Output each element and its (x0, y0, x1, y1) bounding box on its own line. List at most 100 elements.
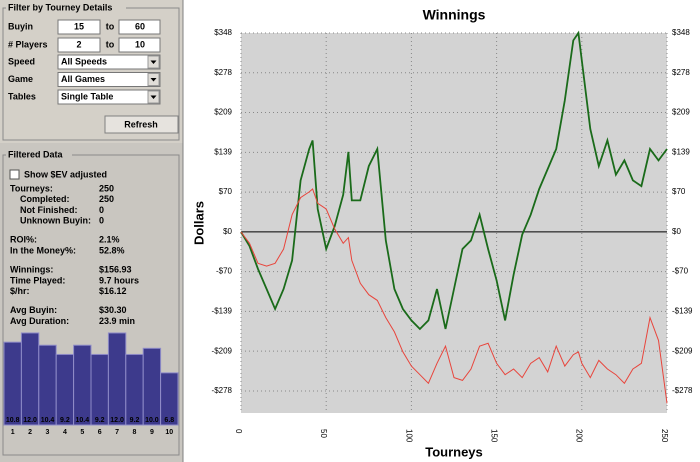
dropdown-arrow[interactable] (150, 95, 157, 100)
chart-title: Winnings (423, 7, 486, 23)
dropdown[interactable] (57, 72, 161, 87)
y-tick-label: $70 (219, 187, 233, 196)
dropdown-arrow[interactable] (150, 60, 157, 65)
bar (90, 353, 109, 426)
bar (38, 344, 57, 426)
bar-category: 4 (63, 429, 67, 436)
y2-tick-label: -$209 (672, 346, 693, 355)
dropdown-value[interactable]: All Games (61, 74, 105, 84)
y-tick-label: $209 (214, 108, 232, 117)
stat-label: Avg Buyin: (10, 305, 57, 315)
bar-value-label: 12.0 (23, 417, 37, 424)
dropdown[interactable] (57, 89, 161, 105)
y-tick-label: $348 (214, 28, 232, 37)
refresh-button[interactable] (104, 115, 179, 134)
input-box[interactable] (118, 19, 161, 35)
bar-category: 8 (133, 429, 137, 436)
y-tick-label: -$278 (212, 386, 233, 395)
checkbox[interactable] (9, 169, 20, 180)
stat-label: $/hr: (10, 286, 30, 296)
x-tick-label: 150 (489, 429, 498, 443)
stat-value: 250 (99, 194, 114, 204)
bar (20, 332, 40, 426)
x-tick-label: 200 (575, 429, 584, 443)
bar-value-label: 9.2 (60, 417, 70, 424)
stat-label: ROI%: (10, 235, 37, 245)
stat-value: $156.93 (99, 265, 132, 275)
series-line (240, 188, 668, 404)
y2-tick-label: $139 (672, 147, 690, 156)
dropdown-value[interactable]: All Speeds (61, 56, 107, 66)
y-tick-label: -$139 (212, 307, 233, 316)
bar-value-label: 10.0 (145, 417, 159, 424)
dropdown-value[interactable]: Single Table (61, 91, 113, 101)
input-value[interactable]: 60 (135, 21, 145, 31)
y-tick-label: $0 (223, 227, 232, 236)
stat-value: 23.9 min (99, 316, 135, 326)
field-label: Game (8, 74, 33, 84)
y2-tick-label: $278 (672, 68, 690, 77)
stat-label: Tourneys: (10, 183, 53, 193)
series-line (240, 30, 668, 331)
y2-tick-label: $209 (672, 108, 690, 117)
bar (125, 353, 144, 426)
bar (3, 341, 22, 426)
stat-label: Winnings: (10, 265, 53, 275)
bar-category: 6 (98, 429, 102, 436)
y2-tick-label: $348 (672, 28, 690, 37)
bar (55, 353, 75, 426)
group-title-bg (6, 150, 72, 160)
y2-tick-label: -$139 (672, 307, 693, 316)
field-label: Speed (8, 56, 35, 66)
group-title-bg (6, 3, 126, 13)
y2-tick-label: -$70 (672, 267, 689, 276)
bar-category: 1 (11, 429, 15, 436)
checkbox-label[interactable]: Show $EV adjusted (24, 169, 107, 179)
bar (142, 347, 162, 426)
bar-category: 2 (28, 429, 32, 436)
stat-value: 250 (99, 183, 114, 193)
input-value[interactable]: 2 (76, 39, 81, 49)
bar-category: 7 (115, 429, 119, 436)
y-tick-label: $139 (214, 147, 232, 156)
input-box[interactable] (57, 37, 101, 53)
filtered-title: Filtered Data (8, 149, 64, 159)
bar-value-label: 6.8 (164, 417, 174, 424)
input-box[interactable] (57, 19, 101, 35)
bar-category: 10 (165, 429, 173, 436)
y-axis-label: Dollars (191, 201, 206, 245)
data-group (2, 154, 180, 456)
input-box[interactable] (118, 37, 161, 53)
x-tick-label: 250 (660, 429, 669, 443)
y2-tick-label: -$278 (672, 386, 693, 395)
dropdown[interactable] (57, 54, 161, 70)
stat-value: 52.8% (99, 245, 125, 255)
plot-area (241, 33, 667, 413)
range-sep: to (106, 39, 115, 49)
refresh-label[interactable]: Refresh (124, 119, 158, 129)
bar-value-label: 12.0 (110, 417, 124, 424)
stat-value: 0 (99, 205, 104, 215)
y-tick-label: -$70 (216, 267, 233, 276)
input-value[interactable]: 15 (74, 21, 84, 31)
x-tick-label: 0 (234, 429, 243, 434)
y2-tick-label: $0 (672, 227, 681, 236)
stat-label: Not Finished: (20, 205, 78, 215)
bar (160, 372, 179, 426)
range-sep: to (106, 21, 115, 31)
stat-value: 0 (99, 215, 104, 225)
bar-category: 3 (46, 429, 50, 436)
y2-tick-label: $70 (672, 187, 686, 196)
stat-label: Time Played: (10, 275, 65, 285)
stat-value: 2.1% (99, 235, 120, 245)
x-tick-label: 50 (319, 429, 328, 438)
stat-value: $30.30 (99, 305, 127, 315)
filter-title: Filter by Tourney Details (8, 2, 112, 12)
stat-value: 9.7 hours (99, 275, 139, 285)
dropdown-arrow[interactable] (150, 78, 157, 82)
y-tick-label: $278 (214, 68, 232, 77)
input-value[interactable]: 10 (135, 39, 145, 49)
bar-category: 5 (80, 429, 84, 436)
x-tick-label: 100 (404, 429, 413, 443)
